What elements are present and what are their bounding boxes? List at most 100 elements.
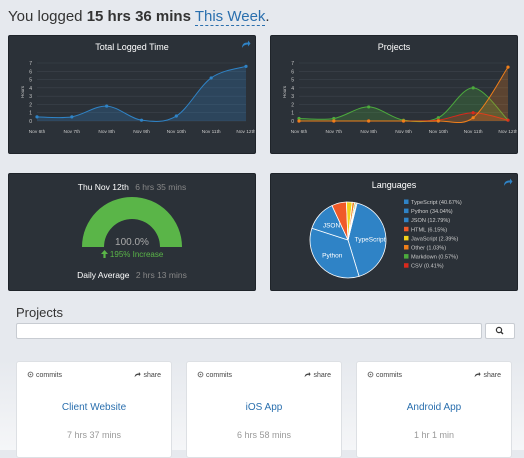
languages-panel: Languages TypeScript Python JSON TypeScript… — [270, 173, 518, 291]
y-tick-label: 0 — [291, 119, 294, 125]
x-tick-label: Nov 12th — [236, 129, 255, 135]
share-icon — [135, 372, 142, 378]
data-point — [332, 119, 336, 123]
x-tick-label: Nov 6th — [29, 129, 46, 135]
data-point — [471, 111, 475, 115]
data-point — [297, 119, 301, 123]
headline-suffix: . — [265, 8, 270, 25]
projects-chart: 0 1 2 3 4 5 6 7 Hours Nov 6th Nov 7th Nov 8th Nov 9t… — [282, 61, 517, 135]
x-tick-label: Nov 9th — [395, 129, 412, 135]
data-point — [332, 116, 336, 121]
y-tick-label: 5 — [291, 78, 294, 84]
commits-link[interactable]: commits — [367, 371, 402, 379]
projects-heading: Projects — [16, 305, 63, 320]
project-search-input[interactable] — [16, 323, 482, 339]
gauge-date-time: 6 hrs 35 mins — [135, 182, 187, 192]
total-logged-time-panel: Total Logged Time 0 1 2 3 4 5 6 7 Hours Nov 6th No… — [8, 35, 256, 154]
commits-label: commits — [206, 372, 233, 379]
y-tick-label: 5 — [29, 78, 32, 84]
data-point — [506, 118, 510, 122]
legend-label: Python (34.04%) — [411, 209, 453, 215]
pie-slice-label: TypeScript — [355, 236, 386, 243]
legend-label: JSON (12.79%) — [411, 218, 450, 224]
arrow-up-icon — [100, 250, 108, 258]
y-tick-label: 1 — [291, 111, 294, 117]
share-icon — [475, 372, 482, 378]
legend-label: Markdown (0.57%) — [411, 255, 458, 261]
commits-label: commits — [376, 372, 403, 379]
pie-slice-label: Python — [322, 252, 343, 259]
range-link[interactable]: This Week — [194, 8, 266, 26]
commit-icon — [27, 371, 34, 378]
data-point — [471, 116, 475, 120]
share-icon[interactable] — [503, 177, 513, 187]
project-time: 7 hrs 37 mins — [66, 430, 122, 440]
commits-label: commits — [36, 372, 63, 379]
data-point — [209, 76, 213, 80]
share-label: share — [483, 372, 501, 379]
y-tick-label: 1 — [29, 111, 32, 117]
share-icon[interactable] — [241, 39, 251, 49]
series-area — [299, 67, 508, 123]
legend-swatch — [404, 245, 409, 250]
search-icon — [495, 326, 504, 335]
legend-swatch — [404, 208, 409, 214]
x-tick-label: Nov 7th — [64, 129, 81, 135]
gauge-increase: 195% Increase — [109, 250, 164, 259]
project-name[interactable]: Android App — [406, 402, 462, 413]
x-tick-label: Nov 11th — [464, 129, 483, 135]
legend-swatch — [404, 226, 409, 232]
project-card[interactable]: commits share Client Website 7 hrs 37 mins — [16, 361, 172, 458]
project-card[interactable]: commits share Android App 1 hr 1 min — [356, 361, 512, 458]
share-link[interactable]: share — [304, 371, 331, 379]
share-label: share — [313, 372, 331, 379]
commits-link[interactable]: commits — [27, 371, 62, 379]
gauge — [82, 197, 182, 247]
pie-slice — [347, 202, 358, 241]
project-card[interactable]: commits share iOS App 6 hrs 58 mins — [186, 361, 342, 458]
series-area — [299, 87, 508, 122]
data-point — [471, 86, 475, 90]
y-tick-label: 3 — [291, 94, 294, 100]
data-point — [367, 105, 371, 109]
data-point — [436, 116, 440, 120]
project-time: 1 hr 1 min — [413, 430, 455, 440]
legend-swatch — [404, 254, 409, 259]
x-tick-label: Nov 10th — [167, 129, 187, 135]
project-time: 6 hrs 58 mins — [236, 430, 292, 440]
commit-icon — [367, 371, 374, 378]
share-link[interactable]: share — [474, 371, 501, 379]
project-name[interactable]: iOS App — [245, 402, 283, 413]
data-point — [105, 104, 109, 108]
pie-slice — [347, 202, 387, 277]
commits-link[interactable]: commits — [197, 371, 232, 379]
total-logged-time: 15 hrs 36 mins — [86, 8, 191, 25]
headline: You logged 15 hrs 36 mins This Week. — [8, 8, 270, 26]
y-tick-label: 2 — [291, 102, 294, 108]
data-point — [367, 119, 371, 123]
x-tick-label: Nov 10th — [429, 129, 449, 135]
chart-title: Languages — [371, 180, 417, 190]
share-link[interactable]: share — [134, 371, 161, 379]
series-area — [299, 112, 508, 122]
legend-label: HTML (6.15%) — [411, 227, 447, 233]
share-label: share — [143, 372, 161, 379]
y-tick-label: 4 — [29, 86, 32, 92]
y-tick-label: 2 — [29, 102, 32, 108]
project-name[interactable]: Client Website — [61, 402, 127, 413]
data-point — [139, 118, 144, 122]
total-time-chart: 0 1 2 3 4 5 6 7 Hours Nov 6th Nov 7th Nov 8th Nov 9t… — [20, 61, 255, 135]
gauge-fill — [82, 197, 182, 247]
x-tick-label: Nov 9th — [133, 129, 150, 135]
daily-average-row: Daily Average 2 hrs 13 mins — [9, 270, 255, 280]
commit-icon — [197, 371, 204, 378]
headline-prefix: You logged — [8, 8, 87, 25]
legend-label: JavaScript (2.39%) — [411, 236, 458, 242]
data-point — [297, 116, 301, 121]
data-point — [401, 119, 406, 123]
legend-swatch — [404, 199, 409, 204]
data-point — [174, 114, 178, 118]
search-button[interactable] — [485, 323, 515, 339]
series-area — [37, 66, 246, 122]
gauge-date-row: Thu Nov 12th 6 hrs 35 mins — [9, 182, 255, 192]
